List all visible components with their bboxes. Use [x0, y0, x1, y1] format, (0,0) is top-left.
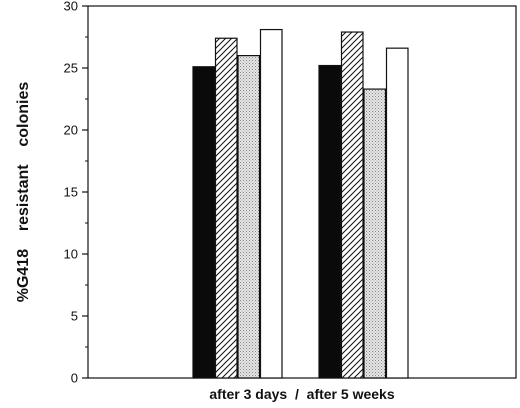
bar-1-white [259, 28, 283, 379]
bar-2-solid-black [318, 64, 342, 379]
x-axis-label: after 3 days / after 5 weeks [209, 386, 394, 402]
y-tick-label: 5 [71, 309, 78, 324]
bars [192, 28, 409, 379]
bar-2-diagonal-hatch [340, 31, 364, 379]
y-tick-label: 25 [64, 61, 78, 76]
y-tick-label: 30 [64, 0, 78, 14]
bar-2-white [385, 47, 409, 379]
y-axis: 0 5 10 15 20 25 30 [64, 0, 88, 386]
bar-1-light-stipple [237, 54, 261, 379]
bar-1-diagonal-hatch [214, 37, 238, 379]
y-tick-label: 20 [64, 123, 78, 138]
bar-1-solid-black [192, 66, 216, 379]
bar-2-light-stipple [363, 88, 387, 379]
y-axis-label: %G418 resistant colonies [15, 82, 32, 303]
plot-frame [87, 5, 517, 379]
y-tick-label: 0 [71, 371, 78, 386]
y-tick-label: 10 [64, 247, 78, 262]
y-tick-label: 15 [64, 185, 78, 200]
